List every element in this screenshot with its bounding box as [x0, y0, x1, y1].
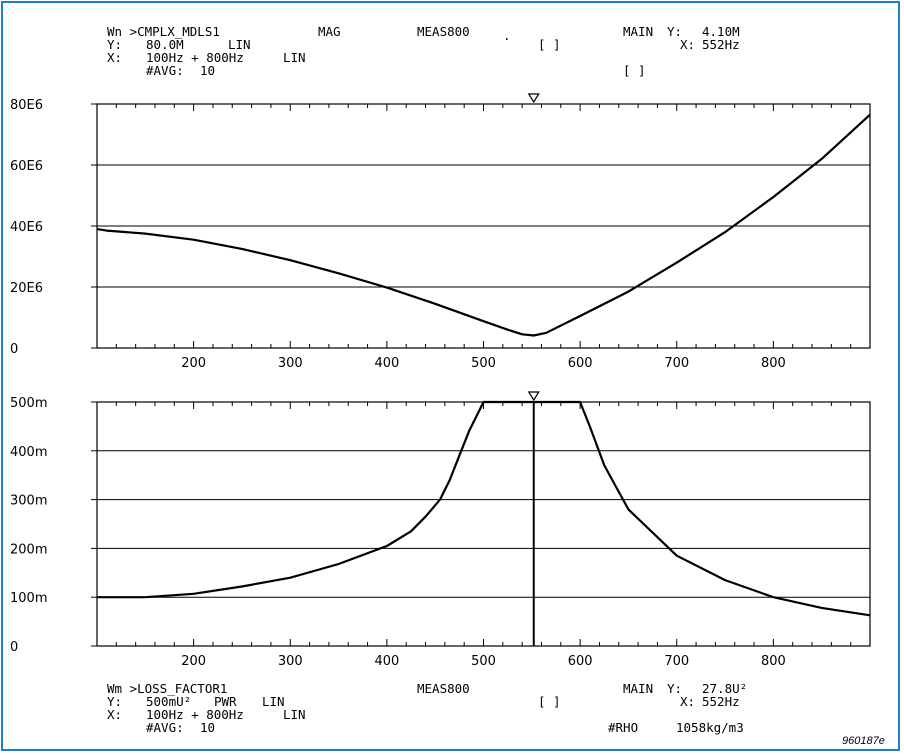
x-tick-label: 500 [471, 356, 496, 371]
top-header-meas: MEAS800 [417, 24, 470, 39]
top-header-bracket: [ ] [538, 37, 561, 52]
top-header-main: MAIN [623, 24, 653, 39]
top-header-y-value: 4.10M [702, 24, 740, 39]
bottom-header-y-axis-label: Y: [107, 694, 122, 709]
bottom-header-y-range: 500mU² [146, 694, 191, 709]
top-header-x-value: 552Hz [702, 37, 740, 52]
bottom-header-main: MAIN [623, 681, 653, 696]
bottom-header-avg-value: 10 [200, 720, 215, 735]
bottom-header-y-value: 27.8U² [702, 681, 747, 696]
y-tick-label: 0 [10, 640, 18, 655]
x-tick-label: 400 [374, 654, 399, 669]
y-tick-label: 500m [10, 396, 47, 411]
top-header-mode: MAG [318, 24, 341, 39]
x-tick-label: 600 [568, 356, 593, 371]
y-tick-label: 60E6 [10, 159, 43, 174]
marker-triangle [527, 93, 540, 104]
x-tick-label: 200 [181, 356, 206, 371]
bottom-header-x-axis-label: X: [107, 707, 122, 722]
x-tick-label: 200 [181, 654, 206, 669]
top-header-x-axis-label: X: [107, 50, 122, 65]
bottom-header-rho-value: 1058kg/m3 [676, 720, 744, 735]
figure-reference: 960187e [842, 735, 885, 747]
bottom-header-y-scale: LIN [262, 694, 285, 709]
y-tick-label: 100m [10, 591, 47, 606]
top-header-x-range: 100Hz + 800Hz [146, 50, 244, 65]
bottom-header-rho-label: #RHO [608, 720, 638, 735]
y-tick-label: 400m [10, 445, 47, 460]
x-tick-label: 400 [374, 356, 399, 371]
top-header-y-range: 80.0M [146, 37, 184, 52]
x-tick-label: 300 [278, 654, 303, 669]
top-header-trace-name: Wn >CMPLX_MDLS1 [107, 24, 220, 39]
x-tick-label: 800 [761, 654, 786, 669]
marker-triangle [527, 391, 540, 402]
data-trace [96, 113, 871, 337]
x-tick-label: 600 [568, 654, 593, 669]
top-header-y-axis-label: Y: [107, 37, 122, 52]
top-header-avg-value: 10 [200, 63, 215, 78]
bottom-header-bracket: [ ] [538, 694, 561, 709]
bottom-header-avg-label: #AVG: [146, 720, 184, 735]
top-header-x-scale: LIN [283, 50, 306, 65]
y-tick-label: 20E6 [10, 281, 43, 296]
x-tick-label: 700 [664, 654, 689, 669]
bottom-header-x-range: 100Hz + 800Hz [146, 707, 244, 722]
y-tick-label: 0 [10, 342, 18, 357]
bottom-header-trace-name: Wm >LOSS_FACTOR1 [107, 681, 227, 696]
y-tick-label: 80E6 [10, 98, 43, 113]
top-header-x-label: X: [680, 37, 695, 52]
bottom-header: Wm >LOSS_FACTOR1 MEAS800 MAIN Y: 27.8U² … [107, 681, 747, 735]
x-tick-label: 700 [664, 356, 689, 371]
bottom-header-x-scale: LIN [283, 707, 306, 722]
bottom-header-x-value: 552Hz [702, 694, 740, 709]
top-header-bracket-2: [ ] [623, 63, 646, 78]
magnitude-plot: 0 20E6 40E6 60E6 80E6 200 300 400 500 600 700 800 [10, 93, 871, 371]
bottom-header-y-label: Y: [667, 681, 682, 696]
top-header-dot: . [503, 28, 511, 43]
top-header-y-scale: LIN [228, 37, 251, 52]
x-tick-label: 500 [471, 654, 496, 669]
data-trace [97, 400, 871, 617]
top-header: Wn >CMPLX_MDLS1 MAG MEAS800 . MAIN Y: 4.… [107, 24, 740, 78]
top-header-y-label: Y: [667, 24, 682, 39]
loss-factor-plot: 0 100m 200m 300m 400m 500m 200 300 400 500 600 700 8… [10, 391, 871, 669]
bottom-header-x-label: X: [680, 694, 695, 709]
plot-area [96, 401, 871, 647]
x-tick-label: 800 [761, 356, 786, 371]
bottom-header-meas: MEAS800 [417, 681, 470, 696]
y-tick-label: 200m [10, 542, 47, 557]
bottom-header-y-type: PWR [214, 694, 237, 709]
y-tick-label: 300m [10, 494, 47, 509]
x-tick-label: 300 [278, 356, 303, 371]
y-tick-label: 40E6 [10, 220, 43, 235]
top-header-avg-label: #AVG: [146, 63, 184, 78]
